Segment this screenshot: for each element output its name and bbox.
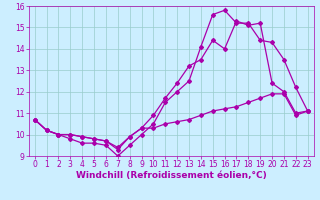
X-axis label: Windchill (Refroidissement éolien,°C): Windchill (Refroidissement éolien,°C) xyxy=(76,171,267,180)
